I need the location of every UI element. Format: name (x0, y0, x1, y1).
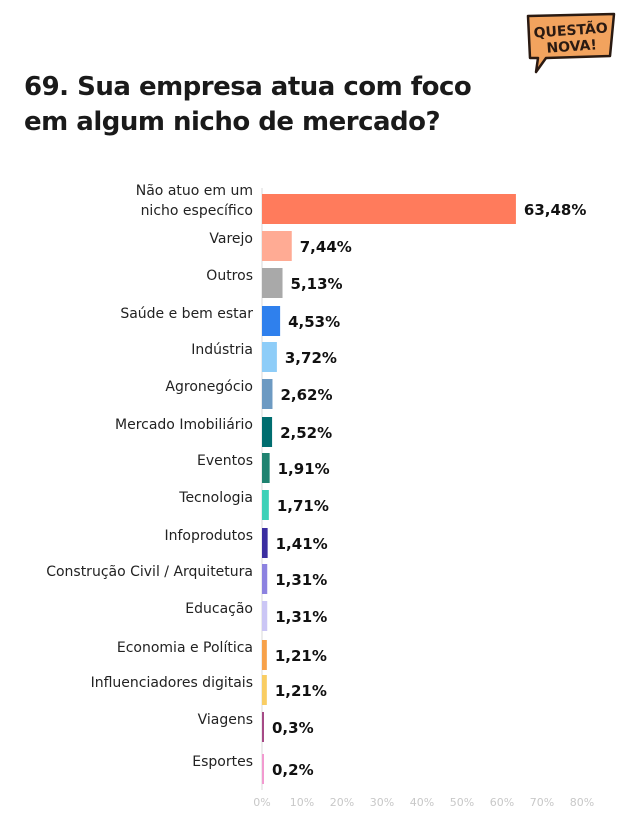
category-label: Indústria (191, 342, 253, 358)
category-label: Saúde e bem estar (120, 306, 253, 322)
category-label: Tecnologia (178, 490, 253, 506)
category-label: Educação (185, 601, 253, 617)
new-question-badge: QUESTÃO NOVA! (524, 12, 618, 74)
value-label: 3,72% (285, 349, 337, 367)
value-label: 0,2% (272, 761, 314, 779)
badge-text-line2: NOVA! (546, 37, 597, 56)
category-label: Esportes (192, 754, 253, 770)
category-label: Eventos (197, 453, 253, 469)
value-label: 1,21% (275, 682, 327, 700)
bar (262, 754, 264, 784)
category-label: Varejo (209, 231, 253, 247)
category-label: Influenciadores digitais (91, 675, 253, 691)
question-title: 69. Sua empresa atua com foco em algum n… (24, 70, 544, 140)
x-tick-label: 80% (570, 796, 594, 809)
bar (262, 342, 277, 372)
title-line-1: 69. Sua empresa atua com foco (24, 72, 472, 102)
bar (262, 601, 268, 631)
x-tick-label: 60% (490, 796, 514, 809)
x-tick-label: 30% (370, 796, 394, 809)
bar (262, 675, 267, 705)
x-tick-label: 40% (410, 796, 434, 809)
category-label: Infoprodutos (164, 528, 253, 544)
category-label: Não atuo em um nicho específico (136, 183, 253, 219)
value-label: 4,53% (288, 313, 340, 331)
category-label: Construção Civil / Arquitetura (46, 564, 253, 580)
bar (262, 231, 292, 261)
category-label: Outros (206, 268, 253, 284)
value-label: 1,31% (275, 608, 327, 626)
bar (262, 194, 516, 224)
x-tick-label: 70% (530, 796, 554, 809)
bar (262, 306, 281, 336)
category-label: Agronegócio (165, 379, 253, 395)
category-label: Mercado Imobiliário (115, 417, 253, 433)
value-label: 1,21% (275, 647, 327, 665)
category-label: Viagens (198, 712, 253, 728)
bar (262, 379, 273, 409)
bar (262, 564, 268, 594)
category-label: Economia e Política (117, 640, 253, 656)
badge-text-line1: QUESTÃO (533, 19, 608, 41)
x-tick-label: 20% (330, 796, 354, 809)
bar (262, 417, 273, 447)
value-label: 1,91% (278, 460, 330, 478)
value-label: 1,41% (276, 535, 328, 553)
value-label: 2,52% (280, 424, 332, 442)
x-tick-label: 10% (290, 796, 314, 809)
title-line-2: em algum nicho de mercado? (24, 107, 441, 137)
value-label: 5,13% (291, 275, 343, 293)
bar (262, 453, 270, 483)
x-tick-label: 0% (253, 796, 270, 809)
value-label: 7,44% (300, 238, 352, 256)
bar (262, 712, 264, 742)
bar (262, 490, 269, 520)
value-label: 63,48% (524, 201, 586, 219)
bar (262, 640, 267, 670)
value-label: 1,71% (277, 497, 329, 515)
value-label: 1,31% (275, 571, 327, 589)
bar (262, 528, 268, 558)
value-label: 2,62% (280, 386, 332, 404)
bar (262, 268, 283, 298)
value-label: 0,3% (272, 719, 314, 737)
x-tick-label: 50% (450, 796, 474, 809)
